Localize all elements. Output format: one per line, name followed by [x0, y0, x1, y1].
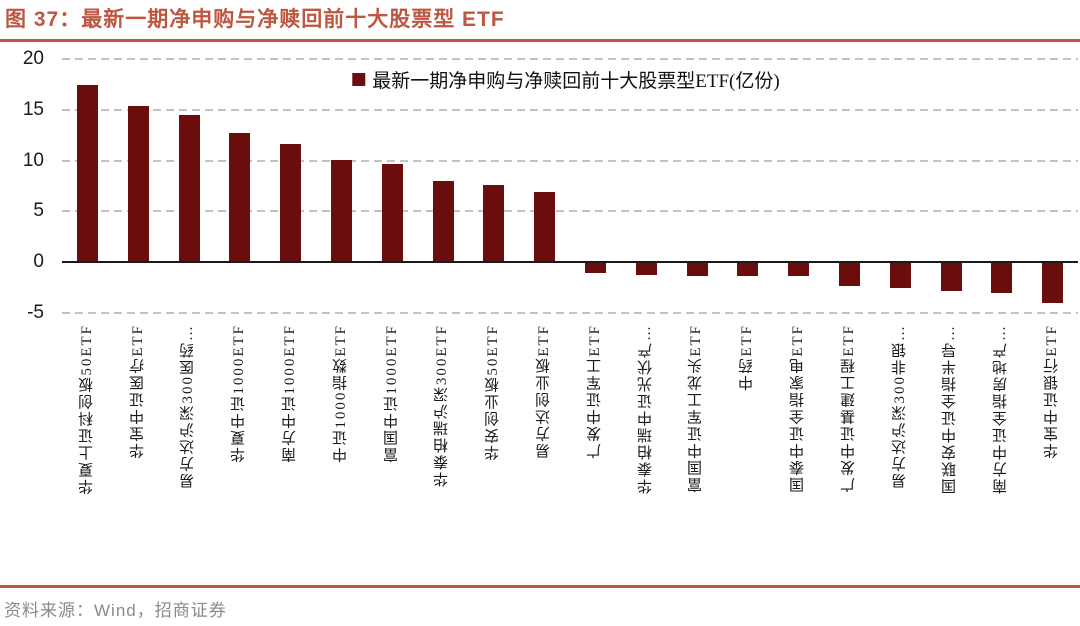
x-axis-label: 易方达沪深300非银… — [891, 324, 908, 489]
x-axis-label: 富国中证军工龙头ETF — [688, 324, 705, 493]
x-axis-label: 南方中证1000ETF — [282, 324, 299, 463]
x-label-cell: 华安创业板50ETF — [468, 324, 519, 586]
x-label-cell: 中证1000指数ETF — [316, 324, 367, 586]
chart-legend: 最新一期净申购与净赎回前十大股票型ETF(亿份) — [352, 66, 780, 93]
x-axis-label: 国泰中证全指家电ETF — [790, 324, 807, 493]
x-axis-label: 广发中证基建工程ETF — [840, 324, 857, 493]
gridline--5 — [62, 311, 1078, 314]
x-axis-label: 中证1000指数ETF — [332, 324, 349, 463]
source-note: 资料来源：Wind，招商证券 — [4, 601, 227, 620]
bar-2 — [127, 105, 149, 261]
x-label-cell: 国泰中证全指家电ETF — [773, 324, 824, 586]
bar-9 — [483, 184, 505, 261]
y-tick-label: 0 — [33, 251, 44, 272]
x-label-cell: 易方达沪深300非银… — [875, 324, 926, 586]
bar-7 — [381, 163, 403, 261]
bar-17 — [889, 263, 911, 289]
x-label-cell: 华夏中证1000ETF — [214, 324, 265, 586]
x-axis-label: 华安创业板50ETF — [485, 324, 502, 461]
figure-title: 图 37：最新一期净申购与净赎回前十大股票型 ETF — [5, 8, 505, 31]
bar-16 — [838, 263, 860, 287]
x-label-cell: 华宝中证银行ETF — [1027, 324, 1078, 586]
y-tick-label: 20 — [22, 48, 44, 69]
x-axis-label: 华泰柏瑞沪深300ETF — [434, 324, 451, 488]
y-tick-label: 10 — [22, 149, 44, 171]
x-axis-label: 富国中证1000ETF — [383, 324, 400, 463]
x-axis-label: 国联安中证全指半导… — [942, 324, 959, 494]
bar-15 — [788, 263, 810, 277]
x-label-cell: 广发中证军工ETF — [570, 324, 621, 586]
y-tick-label: -5 — [27, 301, 44, 323]
legend-swatch-icon — [352, 73, 366, 86]
x-label-cell: 华泰柏瑞中证光伏产… — [621, 324, 672, 586]
bar-6 — [330, 159, 352, 261]
x-label-cell: 国联安中证全指半导… — [926, 324, 977, 586]
bar-11 — [584, 263, 606, 274]
title-divider-rule — [0, 39, 1080, 42]
x-axis-label: 易方达创业板ETF — [536, 324, 553, 459]
x-label-cell: 富国中证军工龙头ETF — [672, 324, 723, 586]
bar-12 — [635, 263, 657, 276]
bar-4 — [229, 133, 251, 261]
bar-13 — [686, 263, 708, 277]
x-axis-label: 华夏上证科创板50ETF — [78, 324, 95, 495]
x-label-cell: 易方达沪深300医药… — [164, 324, 215, 586]
bar-3 — [178, 114, 200, 261]
x-label-cell: 中药ETF — [722, 324, 773, 586]
gridline-15 — [62, 108, 1078, 111]
bar-10 — [534, 191, 556, 261]
bar-18 — [940, 263, 962, 292]
x-axis-labels: 华夏上证科创板50ETF 华宝中证医疗ETF 易方达沪深300医药… 华夏中证1000… — [62, 324, 1078, 586]
x-axis-label: 华泰柏瑞中证光伏产… — [637, 324, 654, 494]
x-axis-label: 南方中证全指房地产… — [993, 324, 1010, 494]
bar-19 — [991, 263, 1013, 294]
bar-5 — [280, 144, 302, 261]
x-axis-label: 广发中证军工ETF — [586, 324, 603, 459]
bar-8 — [432, 180, 454, 261]
gridline-10 — [62, 159, 1078, 162]
x-axis-label: 华夏中证1000ETF — [231, 324, 248, 463]
x-axis-label: 中药ETF — [739, 324, 756, 391]
gridline-5 — [62, 210, 1078, 213]
gridline-20 — [62, 58, 1078, 60]
y-tick-label: 15 — [22, 98, 44, 120]
x-label-cell: 华泰柏瑞沪深300ETF — [418, 324, 469, 586]
footer-divider-rule — [0, 585, 1080, 588]
x-label-cell: 广发中证基建工程ETF — [824, 324, 875, 586]
x-label-cell: 富国中证1000ETF — [367, 324, 418, 586]
bar-20 — [1042, 263, 1064, 303]
x-axis-label: 易方达沪深300医药… — [180, 324, 197, 489]
x-label-cell: 南方中证全指房地产… — [976, 324, 1027, 586]
bar-1 — [76, 85, 98, 261]
x-axis-label: 华宝中证银行ETF — [1044, 324, 1061, 459]
x-label-cell: 易方达创业板ETF — [519, 324, 570, 586]
zero-axis-line — [62, 261, 1078, 263]
x-label-cell: 华夏上证科创板50ETF — [62, 324, 113, 586]
y-tick-label: 5 — [33, 200, 44, 222]
x-label-cell: 南方中证1000ETF — [265, 324, 316, 586]
bar-14 — [737, 263, 759, 277]
legend-label: 最新一期净申购与净赎回前十大股票型ETF(亿份) — [372, 71, 780, 92]
x-label-cell: 华宝中证医疗ETF — [113, 324, 164, 586]
x-axis-label: 华宝中证医疗ETF — [129, 324, 146, 459]
